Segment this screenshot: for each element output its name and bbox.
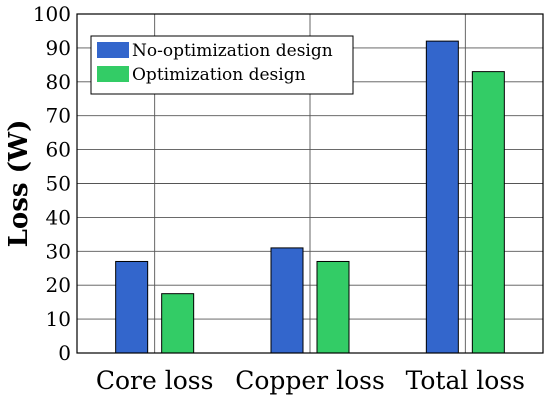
category-labels: Core loss Copper loss Total loss (96, 366, 525, 395)
y-tick-label: 0 (58, 341, 71, 365)
legend-label-optimization: Optimization design (132, 65, 306, 85)
y-tick-label: 90 (46, 36, 71, 60)
legend: No-optimization design Optimization desi… (90, 35, 354, 95)
category-label: Total loss (406, 366, 525, 395)
y-tick-label: 80 (46, 70, 71, 94)
legend-box (90, 35, 354, 95)
y-tick-label: 40 (46, 205, 71, 229)
y-tick-label: 50 (46, 172, 71, 196)
y-tick-label: 100 (33, 2, 71, 26)
category-label: Core loss (96, 366, 214, 395)
category-label: Copper loss (235, 366, 385, 395)
y-tick-label: 10 (46, 307, 71, 331)
bar-no-optimization-core-loss (115, 260, 149, 354)
y-tick-labels: 0 10 20 30 40 50 60 70 80 90 100 (33, 2, 71, 365)
bars (115, 40, 505, 354)
y-tick-label: 60 (46, 138, 71, 162)
bar-no-optimization-copper-loss (270, 247, 304, 354)
legend-swatch-optimization (97, 66, 129, 82)
bar-optimization-total-loss (471, 71, 505, 354)
y-tick-label: 70 (46, 104, 71, 128)
legend-swatch-no-optimization (97, 42, 129, 58)
legend-label-no-optimization: No-optimization design (132, 41, 333, 61)
bar-optimization-copper-loss (316, 260, 350, 354)
y-axis-label: Loss (W) (4, 120, 34, 248)
bar-optimization-core-loss (161, 293, 195, 354)
plot-frame (76, 13, 544, 354)
bar-no-optimization-total-loss (425, 40, 459, 354)
y-tick-label: 20 (46, 273, 71, 297)
y-tick-label: 30 (46, 239, 71, 263)
